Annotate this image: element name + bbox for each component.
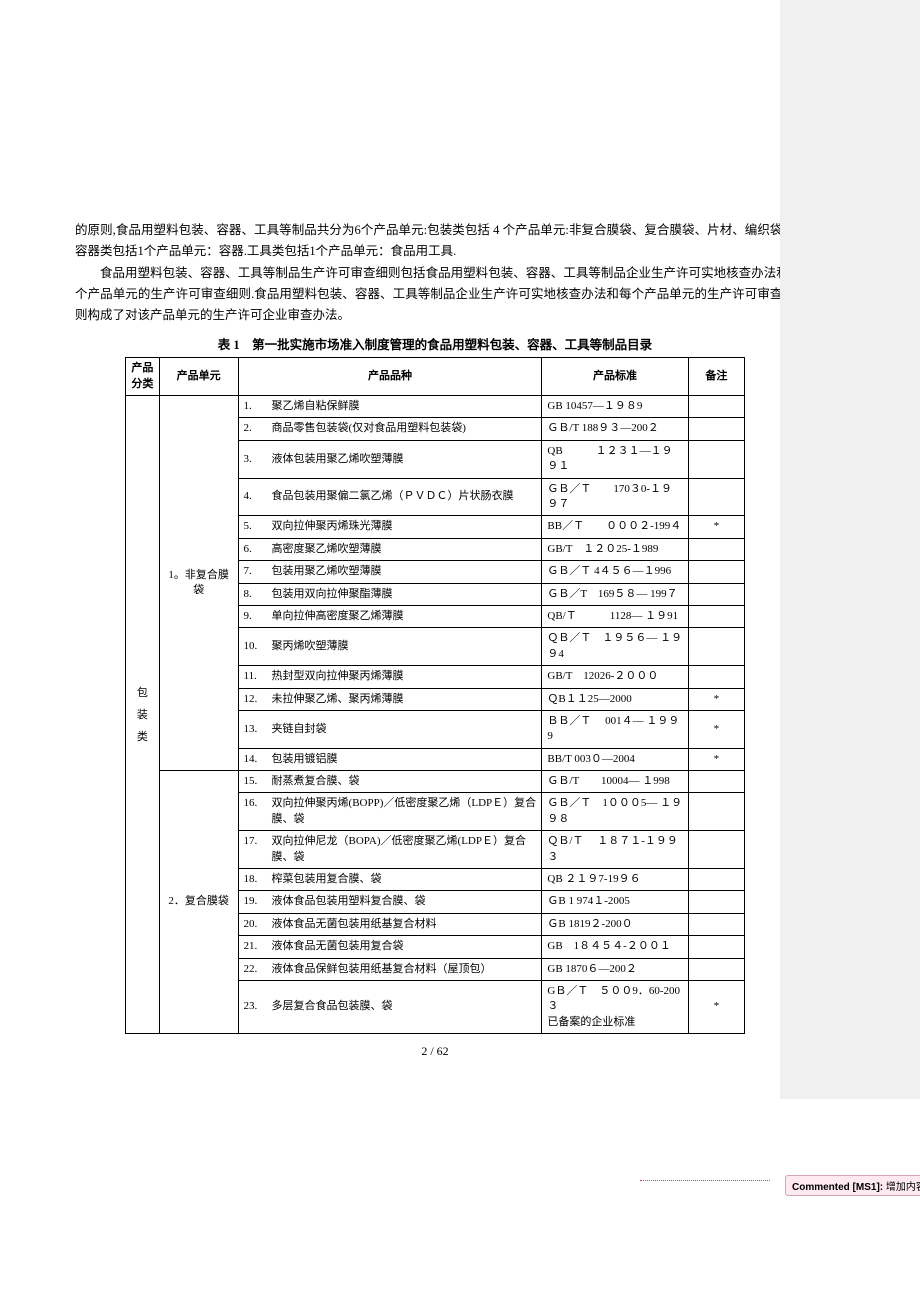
note-cell	[688, 666, 744, 688]
th-unit: 产品单元	[159, 358, 238, 396]
note-cell	[688, 628, 744, 666]
table-row: 包装类1。非复合膜袋1.聚乙烯自粘保鲜膜GB 10457—１９８9	[126, 396, 745, 418]
standard-cell: ＧＢ／Ｔ 1０００5— １９９８	[542, 793, 688, 831]
th-note: 备注	[688, 358, 744, 396]
standard-cell: ＱB１１25—2000	[542, 688, 688, 710]
product-cell: 9.单向拉伸高密度聚乙烯薄膜	[238, 605, 542, 627]
product-cell: 2.商品零售包装袋(仅对食品用塑料包装袋)	[238, 418, 542, 440]
product-cell: 14.包装用镀铝膜	[238, 748, 542, 770]
product-cell: 20.液体食品无菌包装用纸基复合材料	[238, 913, 542, 935]
note-cell	[688, 396, 744, 418]
note-cell: *	[688, 516, 744, 538]
note-cell	[688, 913, 744, 935]
note-cell: *	[688, 748, 744, 770]
standard-cell: ＧＢ／Ｔ 4４５６—１996	[542, 561, 688, 583]
product-cell: 17.双向拉伸尼龙（BOPA)／低密度聚乙烯(LDPＥ）复合膜、袋	[238, 831, 542, 869]
comment-text: 增加内容	[883, 1182, 920, 1193]
product-cell: 12.未拉伸聚乙烯、聚丙烯薄膜	[238, 688, 542, 710]
product-cell: 3.液体包装用聚乙烯吹塑薄膜	[238, 440, 542, 478]
standard-cell: ＧＢ／Ｔ 170３0-１９９７	[542, 478, 688, 516]
note-cell	[688, 605, 744, 627]
product-cell: 19.液体食品包装用塑料复合膜、袋	[238, 891, 542, 913]
note-cell: *	[688, 688, 744, 710]
th-category: 产品分类	[126, 358, 160, 396]
comment-connector	[640, 1180, 770, 1181]
standard-cell: GB 1870６—200２	[542, 958, 688, 980]
document-page: 的原则,食品用塑料包装、容器、工具等制品共分为6个产品单元:包装类包括 4 个产…	[75, 0, 795, 1099]
standard-cell: GB/T １２０25-１989	[542, 538, 688, 560]
standard-cell: ＧB 1819２-200０	[542, 913, 688, 935]
note-cell	[688, 891, 744, 913]
product-cell: 15.耐蒸煮复合膜、袋	[238, 771, 542, 793]
standard-cell: GB 1８４５４-２００１	[542, 936, 688, 958]
category-cell: 包装类	[126, 396, 160, 1034]
product-cell: 18.榨菜包装用复合膜、袋	[238, 869, 542, 891]
standard-cell: ＧＢ/T 10004— １998	[542, 771, 688, 793]
unit-cell-1: 1。非复合膜袋	[159, 396, 238, 771]
standard-cell: ＱＢ/Ｔ １８７１-１９９３	[542, 831, 688, 869]
note-cell	[688, 440, 744, 478]
note-cell: *	[688, 710, 744, 748]
standard-cell: ＧＢ/T 188９３—200２	[542, 418, 688, 440]
standard-cell: ＢＢ／Ｔ 001４— １９９9	[542, 710, 688, 748]
note-cell	[688, 936, 744, 958]
sidebar-shadow	[780, 0, 920, 1099]
comment-balloon[interactable]: Commented [MS1]: 增加内容	[785, 1175, 920, 1196]
product-cell: 13.夹链自封袋	[238, 710, 542, 748]
product-cell: 6.高密度聚乙烯吹塑薄膜	[238, 538, 542, 560]
product-cell: 11.热封型双向拉伸聚丙烯薄膜	[238, 666, 542, 688]
standard-cell: QB ２１９7-19９６	[542, 869, 688, 891]
table-title: 表 1 第一批实施市场准入制度管理的食品用塑料包装、容器、工具等制品目录	[75, 334, 795, 353]
product-cell: 16.双向拉伸聚丙烯(BOPP)／低密度聚乙烯（LDPＥ）复合膜、袋	[238, 793, 542, 831]
product-cell: 4.食品包装用聚偏二氯乙烯（ＰＶＤＣ）片状肠衣膜	[238, 478, 542, 516]
standard-cell: BB/T 003０—2004	[542, 748, 688, 770]
note-cell	[688, 418, 744, 440]
note-cell	[688, 793, 744, 831]
product-cell: 10.聚丙烯吹塑薄膜	[238, 628, 542, 666]
note-cell: *	[688, 980, 744, 1033]
product-cell: 5.双向拉伸聚丙烯珠光薄膜	[238, 516, 542, 538]
standard-cell: GB/T 12026-２０００	[542, 666, 688, 688]
standard-cell: QB １２３１—１９９１	[542, 440, 688, 478]
product-cell: 21.液体食品无菌包装用复合袋	[238, 936, 542, 958]
note-cell	[688, 538, 744, 560]
standard-cell: GＢ／Ｔ ５００9．60-200３ 已备案的企业标准	[542, 980, 688, 1033]
unit-cell-2: 2．复合膜袋	[159, 771, 238, 1034]
product-cell: 22.液体食品保鲜包装用纸基复合材料（屋顶包）	[238, 958, 542, 980]
note-cell	[688, 958, 744, 980]
note-cell	[688, 831, 744, 869]
product-cell: 8.包装用双向拉伸聚酯薄膜	[238, 583, 542, 605]
note-cell	[688, 478, 744, 516]
note-cell	[688, 561, 744, 583]
th-standard: 产品标准	[542, 358, 688, 396]
table-header-row: 产品分类 产品单元 产品品种 产品标准 备注	[126, 358, 745, 396]
intro-section: 的原则,食品用塑料包装、容器、工具等制品共分为6个产品单元:包装类包括 4 个产…	[75, 220, 795, 326]
standard-cell: ＱＢ／Ｔ １９５６— １９９4	[542, 628, 688, 666]
standard-cell: ＧＢ／T 169５８— 199７	[542, 583, 688, 605]
standard-cell: ＧB 1 974１-2005	[542, 891, 688, 913]
intro-p2: 食品用塑料包装、容器、工具等制品生产许可审查细则包括食品用塑料包装、容器、工具等…	[75, 263, 795, 327]
page-number: 2 / 62	[75, 1044, 795, 1059]
product-cell: 7.包装用聚乙烯吹塑薄膜	[238, 561, 542, 583]
standard-cell: GB 10457—１９８9	[542, 396, 688, 418]
standard-cell: BB／Ｔ ０００２-199４	[542, 516, 688, 538]
note-cell	[688, 771, 744, 793]
note-cell	[688, 583, 744, 605]
product-cell: 23.多层复合食品包装膜、袋	[238, 980, 542, 1033]
product-table: 产品分类 产品单元 产品品种 产品标准 备注 包装类1。非复合膜袋1.聚乙烯自粘…	[125, 357, 745, 1034]
th-product: 产品品种	[238, 358, 542, 396]
table-row: 2．复合膜袋15.耐蒸煮复合膜、袋ＧＢ/T 10004— １998	[126, 771, 745, 793]
intro-p1: 的原则,食品用塑料包装、容器、工具等制品共分为6个产品单元:包装类包括 4 个产…	[75, 220, 795, 263]
comment-label: Commented [MS1]:	[792, 1182, 883, 1193]
standard-cell: QB/Ｔ 1128— １９91	[542, 605, 688, 627]
note-cell	[688, 869, 744, 891]
product-cell: 1.聚乙烯自粘保鲜膜	[238, 396, 542, 418]
